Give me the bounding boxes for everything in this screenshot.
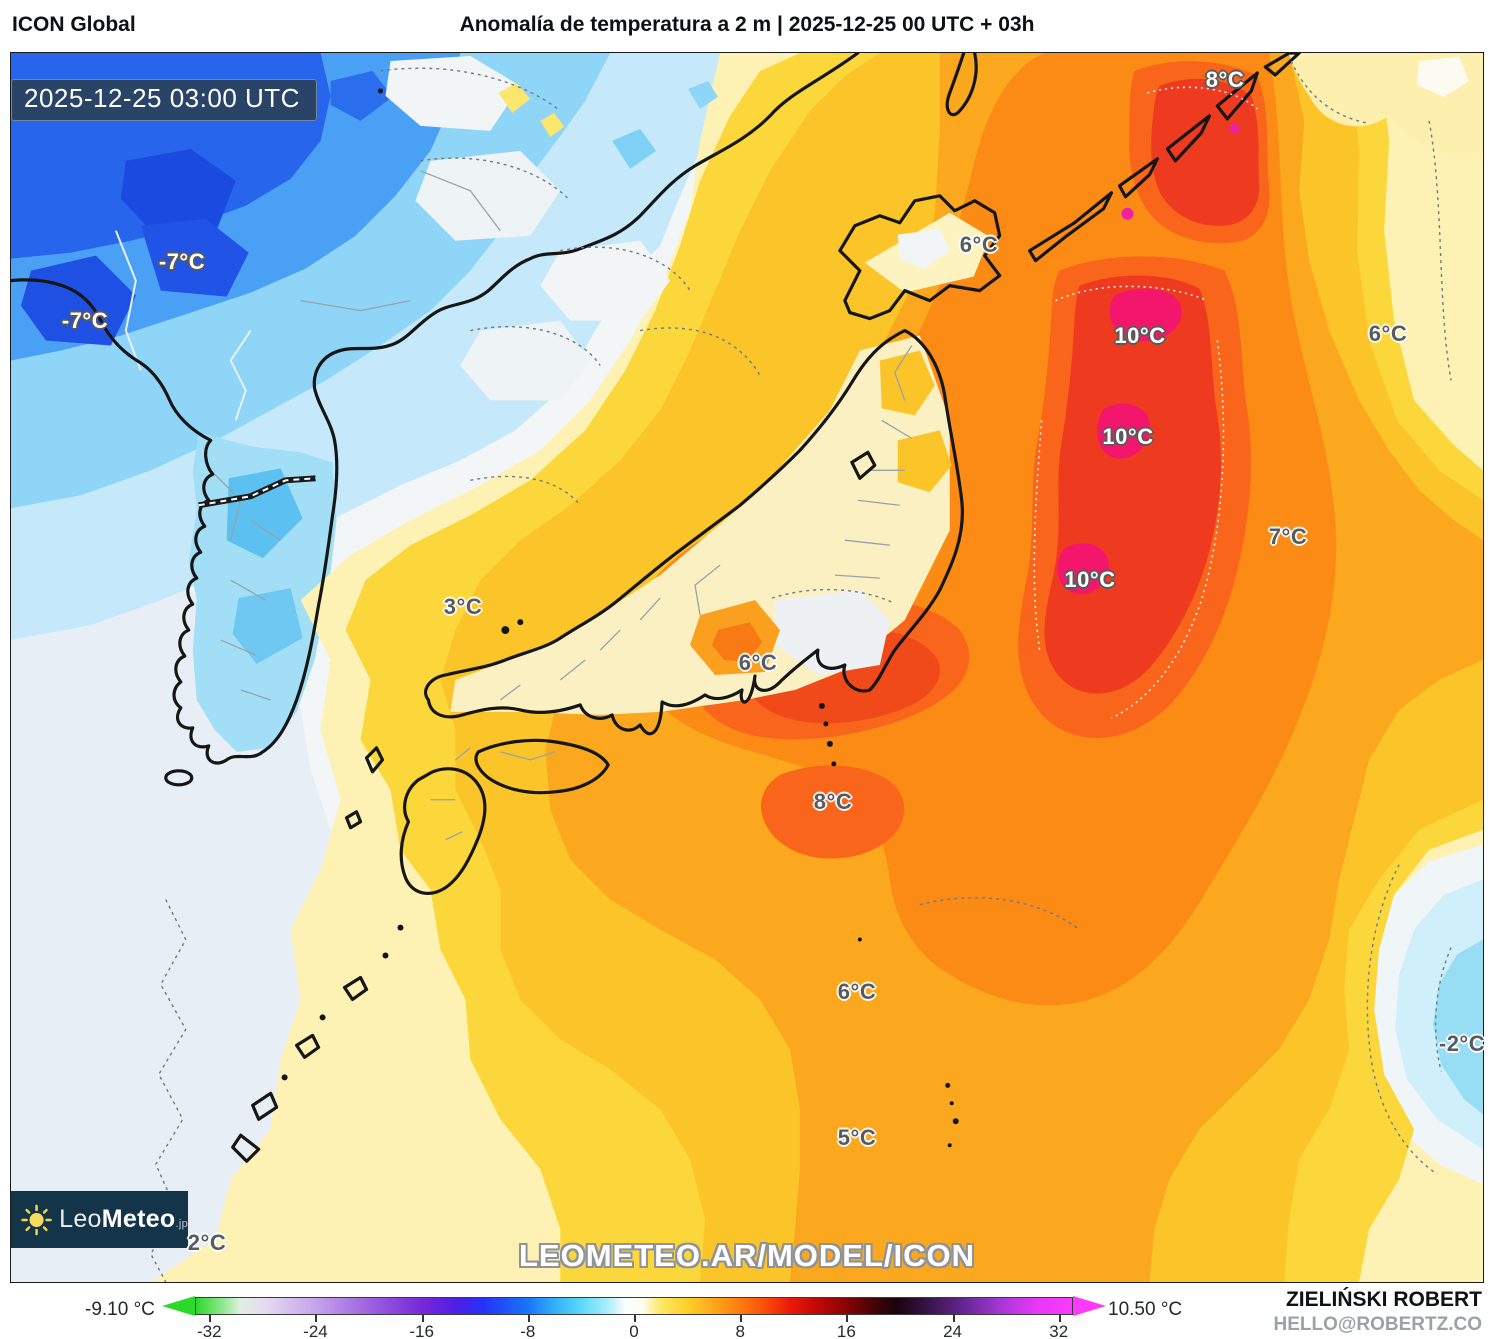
weather-map: 2025-12-25 03:00 UTC LeoMeteo.jp LEOMETE… <box>10 52 1484 1283</box>
credit-email: HELLO@ROBERTZ.CO <box>1273 1314 1482 1335</box>
pink-core <box>1097 403 1150 459</box>
map-title: Anomalía de temperatura a 2 m | 2025-12-… <box>459 13 1035 36</box>
pink-core <box>1229 123 1240 134</box>
colorbar-right-arrow <box>1073 1296 1106 1316</box>
mottle <box>415 150 561 241</box>
watermark: LEOMETEO.AR/MODEL/ICON <box>519 1238 975 1273</box>
colorbar-tick-label: -32 <box>196 1322 222 1339</box>
cold-core <box>120 148 236 236</box>
mottle <box>385 55 521 131</box>
mottle <box>540 240 671 321</box>
logo-text: LeoMeteo.jp <box>59 1205 188 1233</box>
border-band-dash <box>198 477 316 507</box>
colorbar-min-label: -9.10 °C <box>85 1299 155 1320</box>
honshu-warm-patch <box>897 430 952 493</box>
mottle-warm <box>540 112 565 137</box>
region-cool-br3 <box>1433 939 1483 1115</box>
colorbar-tick <box>952 1315 955 1322</box>
warm-core <box>760 765 905 859</box>
pink-core <box>1057 543 1109 595</box>
sun-icon <box>21 1204 52 1235</box>
river-line <box>229 329 252 421</box>
colorbar-tick-label: 24 <box>943 1322 962 1339</box>
colorbar-tick <box>315 1315 318 1322</box>
colorbar-tick-label: 32 <box>1049 1322 1069 1339</box>
korea-cold-patch <box>226 468 303 559</box>
colorbar-tick-label: -8 <box>520 1322 536 1339</box>
honshu-warm-patch <box>879 350 935 416</box>
colorbar-gradient <box>196 1298 1072 1314</box>
colorbar-tick-label: 16 <box>836 1322 856 1339</box>
korea-cold-patch <box>232 588 303 665</box>
credit-name: ZIELIŃSKI ROBERT <box>1285 1288 1482 1311</box>
river-line <box>114 230 142 371</box>
colorbar-left-arrow <box>162 1296 195 1316</box>
cold-core <box>140 218 249 297</box>
colorbar-tick <box>421 1315 424 1322</box>
mottle-cool <box>612 128 657 169</box>
hot-core <box>1151 78 1260 226</box>
kanto-plain <box>774 590 890 675</box>
map-canvas <box>11 53 1483 1282</box>
colorbar-tick <box>846 1315 849 1322</box>
colorbar <box>195 1297 1073 1315</box>
cold-core <box>330 70 393 121</box>
pink-core <box>1109 288 1182 342</box>
pink-core <box>1121 207 1134 220</box>
colorbar-tick <box>1058 1315 1061 1322</box>
pale-corner-spot <box>1417 56 1470 97</box>
timestamp-overlay: 2025-12-25 03:00 UTC <box>11 79 317 121</box>
cold-core <box>20 255 136 346</box>
colorbar-tick <box>527 1315 530 1322</box>
leometeo-logo: LeoMeteo.jp <box>11 1191 188 1248</box>
hokkaido-land-spot <box>897 228 950 269</box>
honshu-warm-patch <box>712 622 762 663</box>
model-name: ICON Global <box>12 13 136 36</box>
colorbar-tick <box>634 1315 636 1322</box>
colorbar-tick <box>209 1315 212 1322</box>
admin-borders <box>210 170 913 841</box>
mottle-warm <box>498 82 531 113</box>
coastlines <box>11 53 1301 1163</box>
colorbar-tick-label: 0 <box>629 1322 639 1339</box>
colorbar-tick-label: 8 <box>735 1322 745 1339</box>
colorbar-tick-label: -16 <box>409 1322 434 1339</box>
contour-dashed-white <box>1033 86 1258 719</box>
colorbar-tick-label: -24 <box>303 1322 328 1339</box>
mottle <box>460 320 591 401</box>
colorbar-tick <box>740 1315 743 1322</box>
island-dots <box>281 88 959 1148</box>
colorbar-max-label: 10.50 °C <box>1108 1299 1183 1320</box>
